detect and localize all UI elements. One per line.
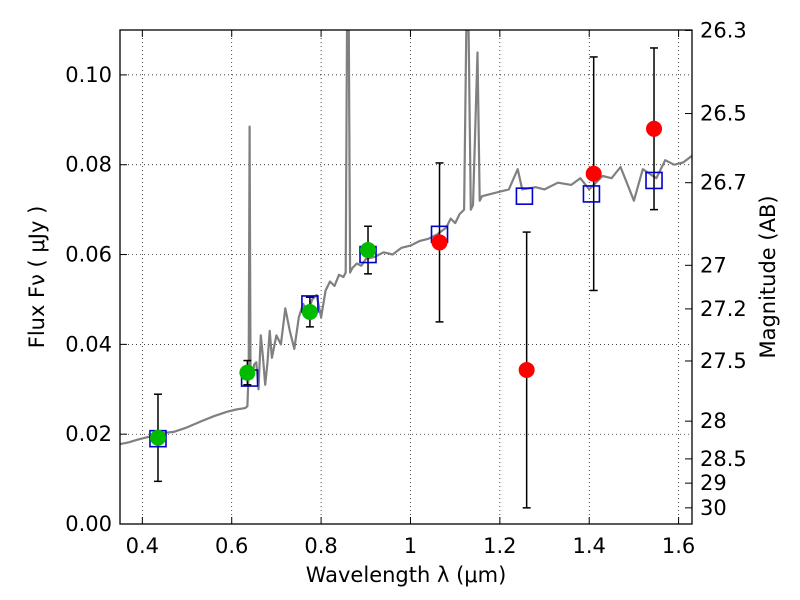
magnitude-tick-label: 27.5: [700, 349, 747, 373]
magnitude-tick-label: 27.2: [700, 297, 747, 321]
x-tick-label: 0.6: [215, 534, 248, 558]
data-point-marker: [431, 234, 448, 251]
magnitude-tick-label: 28.5: [700, 447, 747, 471]
data-point-marker: [585, 165, 602, 182]
x-tick-label: 1.2: [483, 534, 516, 558]
model-square-marker: [515, 187, 534, 205]
x-axis-label: Wavelength λ (μm): [306, 563, 507, 587]
y-tick-label: 0.08: [65, 153, 112, 177]
ticks: 0.4 0.6 0.8 1 1.2 1.4 1.6 0.00 0.02 0.04 0.06 0.08 0…: [65, 18, 747, 558]
data-point-marker: [239, 364, 256, 381]
magnitude-tick-label: 26.7: [700, 171, 747, 195]
plot-frame: [119, 29, 693, 525]
x-tick-label: 0.4: [126, 534, 159, 558]
plot-background: [120, 30, 692, 524]
data-point-marker: [301, 304, 318, 321]
magnitude-tick-label: 28: [700, 409, 727, 433]
y-tick-label: 0.04: [65, 332, 112, 356]
x-tick-label: 1: [404, 534, 417, 558]
y-axis-label: Flux Fν ( μJy ): [25, 206, 49, 349]
data-point-marker: [518, 361, 535, 378]
plot-content: [120, 30, 692, 446]
y-tick-label: 0.06: [65, 243, 112, 267]
y-tick-label: 0.00: [65, 512, 112, 536]
data-point-marker: [360, 242, 377, 259]
y-tick-label: 0.02: [65, 422, 112, 446]
y2-axis-label: Magnitude (AB): [756, 195, 780, 358]
model-square-marker: [645, 171, 663, 190]
x-tick-label: 1.4: [573, 534, 606, 558]
magnitude-tick-label: 26.3: [700, 18, 747, 42]
magnitude-tick-label: 29: [700, 471, 727, 495]
data-point-marker: [149, 429, 166, 446]
x-tick-label: 0.8: [304, 534, 337, 558]
data-point-marker: [646, 120, 663, 137]
spectrum-line: [120, 30, 692, 446]
magnitude-tick-label: 30: [700, 496, 727, 520]
x-tick-label: 1.6: [662, 534, 695, 558]
magnitude-tick-label: 26.5: [700, 102, 747, 126]
model-square-marker: [582, 185, 601, 203]
markers: [149, 120, 663, 448]
magnitude-tick-label: 27: [700, 253, 727, 277]
y-tick-label: 0.10: [65, 63, 112, 87]
